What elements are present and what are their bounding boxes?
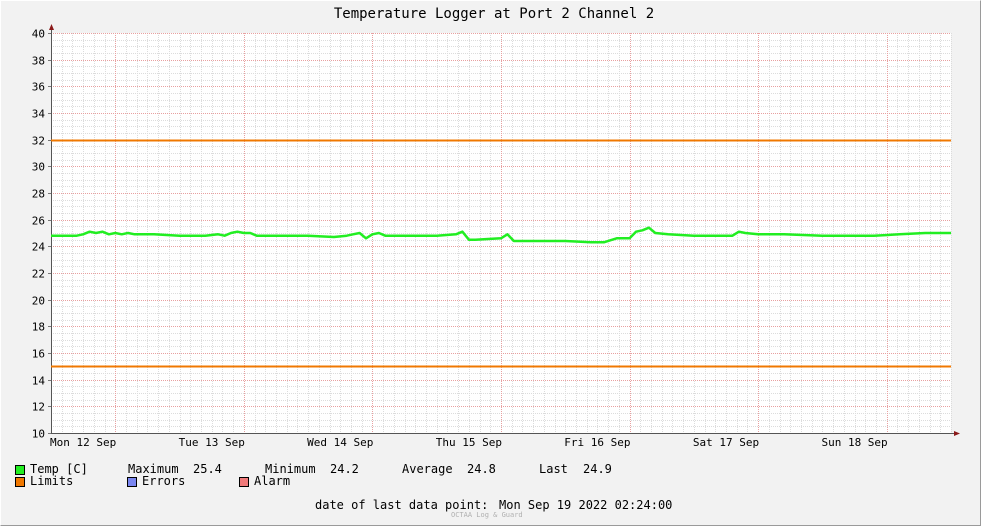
legend-last-value: 24.9: [583, 462, 612, 476]
legend-temp-label: Temp [C]: [30, 462, 88, 476]
legend-max-value: 25.4: [193, 462, 222, 476]
y-tick-label: 28: [32, 188, 45, 201]
limit-lines: [51, 139, 951, 368]
legend-max-label: Maximum: [128, 462, 179, 476]
y-tick-label: 24: [32, 241, 46, 254]
temperature-series-line: [51, 226, 951, 244]
x-tick-label: Wed 14 Sep: [307, 436, 373, 449]
x-tick-label: Thu 15 Sep: [436, 436, 502, 449]
y-tick-label: 36: [32, 81, 45, 94]
legend-last-label: Last: [539, 462, 568, 476]
x-tick-labels: Mon 12 Sep Tue 13 Sep Wed 14 Sep Thu 15 Sep…: [50, 436, 888, 449]
y-tick-label: 22: [32, 268, 45, 281]
x-tick-label: Mon 12 Sep: [50, 436, 116, 449]
y-tick-label: 18: [32, 321, 45, 334]
errors-swatch: [127, 477, 137, 487]
y-tick-label: 14: [32, 375, 46, 388]
y-tick-label: 16: [32, 348, 45, 361]
y-tick-label: 10: [32, 428, 45, 441]
x-tick-label: Tue 13 Sep: [179, 436, 245, 449]
legend-min-value: 24.2: [330, 462, 359, 476]
limits-swatch: [15, 477, 25, 487]
y-axis-arrow: [49, 24, 54, 30]
watermark: OCTAA Log & Guard: [451, 511, 523, 519]
y-tick-label: 34: [32, 108, 46, 121]
legend-avg-value: 24.8: [467, 462, 496, 476]
last-data-value: Mon Sep 19 2022 02:24:00: [499, 498, 673, 512]
x-axis-arrow: [954, 431, 960, 436]
x-tick-label: Sat 17 Sep: [693, 436, 759, 449]
y-tick-label: 32: [32, 135, 45, 148]
y-tick-label: 40: [32, 28, 45, 41]
y-tick-label: 38: [32, 55, 45, 68]
legend-alarm-label: Alarm: [254, 474, 291, 488]
legend-limits-label: Limits: [30, 474, 74, 488]
legend-errors-label: Errors: [142, 474, 186, 488]
y-tick-label: 26: [32, 215, 45, 228]
y-tick-label: 30: [32, 161, 45, 174]
y-tick-label: 12: [32, 401, 45, 414]
temp-swatch: [15, 465, 25, 475]
legend-avg-label: Average: [402, 462, 453, 476]
y-tick-labels: 10 12 14 16 18 20 22 24 26 28 30 32 34 36 38 40: [32, 28, 46, 441]
chart-title: Temperature Logger at Port 2 Channel 2: [334, 6, 654, 22]
series-group: [51, 226, 951, 244]
legend-min-label: Minimum: [265, 462, 316, 476]
x-tick-label: Fri 16 Sep: [564, 436, 630, 449]
alarm-swatch: [239, 477, 249, 487]
y-tick-label: 20: [32, 295, 45, 308]
last-data-label: date of last data point:: [315, 498, 489, 512]
x-tick-label: Sun 18 Sep: [821, 436, 887, 449]
